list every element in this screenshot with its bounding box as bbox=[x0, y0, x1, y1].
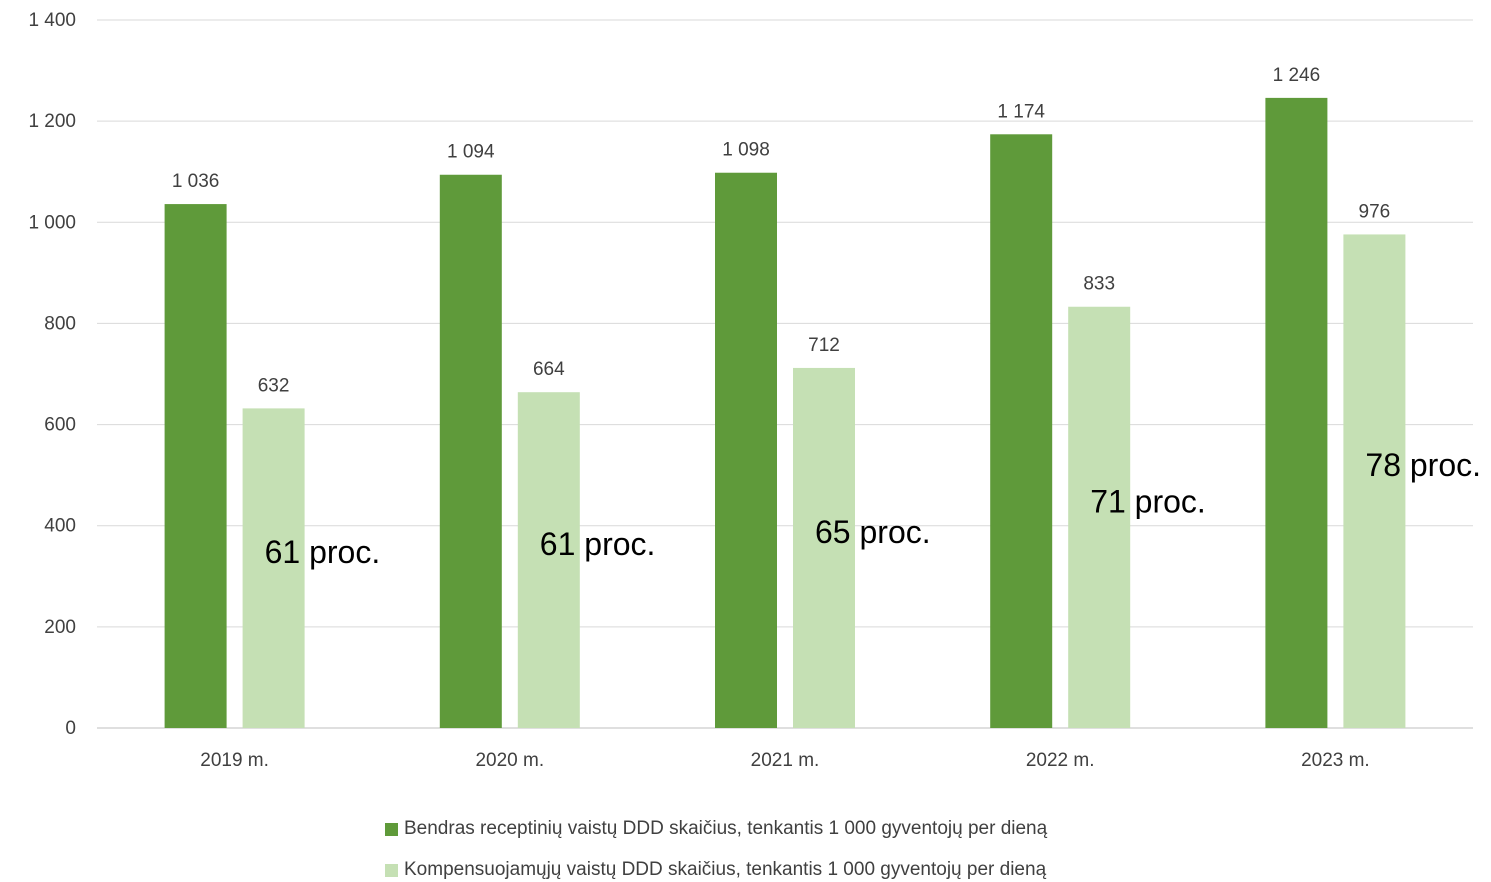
y-tick-label: 0 bbox=[65, 718, 76, 739]
x-tick-label: 2022 m. bbox=[1026, 750, 1095, 771]
y-tick-label: 1 400 bbox=[28, 10, 76, 31]
x-tick-label: 2021 m. bbox=[751, 750, 820, 771]
y-tick-label: 200 bbox=[44, 617, 76, 638]
percentage-annotation: 65 proc. bbox=[815, 514, 931, 550]
legend-item-total: Bendras receptinių vaistų DDD skaičius, … bbox=[385, 818, 1385, 840]
y-tick-label: 1 200 bbox=[28, 111, 76, 132]
percentage-annotation: 78 proc. bbox=[1365, 447, 1481, 483]
y-tick-label: 1 000 bbox=[28, 212, 76, 233]
bar-reimbursed bbox=[1068, 306, 1131, 728]
legend-label-total: Bendras receptinių vaistų DDD skaičius, … bbox=[404, 818, 1048, 839]
data-label: 976 bbox=[1359, 201, 1391, 222]
percentage-annotations: 61 proc. 61 proc. 65 proc. 71 proc. 78 proc. bbox=[265, 447, 1481, 570]
bar-reimbursed bbox=[793, 367, 855, 728]
data-label: 1 098 bbox=[722, 140, 770, 161]
percentage-annotation: 71 proc. bbox=[1090, 483, 1206, 519]
bar-reimbursed bbox=[517, 392, 580, 728]
x-tick-label: 2023 m. bbox=[1301, 750, 1370, 771]
bar-reimbursed bbox=[1343, 234, 1406, 728]
data-label: 1 094 bbox=[447, 142, 495, 163]
x-tick-label: 2020 m. bbox=[475, 750, 544, 771]
x-axis: 2019 m. 2020 m. 2021 m. 2022 m. 2023 m. bbox=[200, 750, 1369, 771]
y-axis: 0 200 400 600 800 1 000 1 200 1 400 bbox=[28, 10, 76, 739]
bar-total bbox=[164, 204, 227, 728]
bar-total bbox=[1265, 97, 1328, 728]
percentage-annotation: 61 proc. bbox=[265, 534, 381, 570]
data-label: 833 bbox=[1083, 274, 1115, 295]
data-label: 664 bbox=[533, 359, 565, 380]
data-label: 1 036 bbox=[172, 171, 220, 192]
percentage-annotation: 61 proc. bbox=[540, 526, 656, 562]
bar-total bbox=[715, 172, 777, 728]
y-tick-label: 600 bbox=[44, 415, 76, 436]
bar-total bbox=[990, 134, 1053, 728]
data-label: 1 246 bbox=[1273, 65, 1321, 86]
legend-item-reimbursed: Kompensuojamųjų vaistų DDD skaičius, ten… bbox=[385, 859, 1385, 881]
bar-total bbox=[439, 174, 502, 729]
data-labels: 1 036 632 1 094 664 1 098 712 1 174 833 1 246 976 bbox=[172, 65, 1390, 397]
data-label: 712 bbox=[808, 335, 840, 356]
x-tick-label: 2019 m. bbox=[200, 750, 269, 771]
data-label: 632 bbox=[258, 375, 290, 396]
y-tick-label: 400 bbox=[44, 516, 76, 537]
bars bbox=[164, 97, 1406, 729]
bar-reimbursed bbox=[242, 408, 305, 728]
y-tick-label: 800 bbox=[44, 313, 76, 334]
legend-label-reimbursed: Kompensuojamųjų vaistų DDD skaičius, ten… bbox=[404, 859, 1047, 880]
gridlines bbox=[97, 19, 1473, 729]
data-label: 1 174 bbox=[997, 101, 1045, 122]
legend-swatch-reimbursed bbox=[385, 863, 398, 877]
legend-swatch-total bbox=[385, 822, 398, 836]
